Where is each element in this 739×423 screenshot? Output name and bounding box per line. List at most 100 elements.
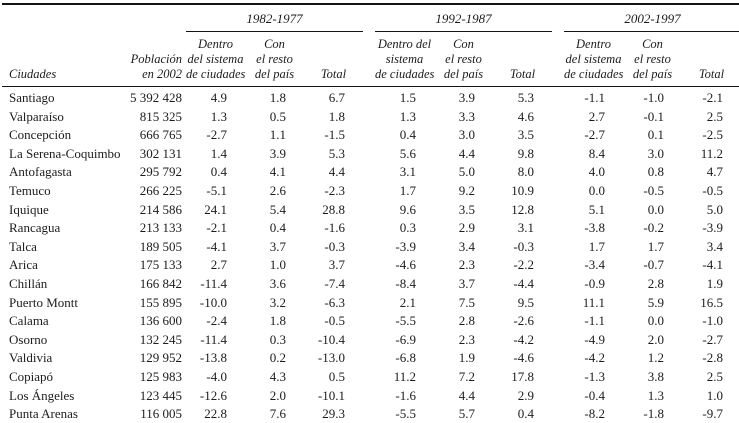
value-cell: -1.5 bbox=[324, 127, 345, 143]
value-cell: 4.4 bbox=[458, 387, 475, 403]
value-cell: -4.2 bbox=[513, 331, 534, 347]
value-cell: 3.6 bbox=[269, 275, 286, 291]
value-cell: 9.5 bbox=[517, 294, 534, 310]
city-cell: Antofagasta bbox=[9, 164, 72, 180]
value-cell: -2.6 bbox=[513, 313, 534, 329]
population-cell: 213 133 bbox=[139, 220, 182, 236]
group-gap bbox=[552, 31, 564, 87]
population-cell: 295 792 bbox=[139, 164, 182, 180]
table-header: 1982-1977 1992-1987 2002-1997 Ciudades P… bbox=[2, 4, 739, 87]
value-cell: 9.2 bbox=[458, 182, 475, 198]
value-cell: 11.2 bbox=[393, 368, 416, 384]
group-gap bbox=[363, 87, 375, 108]
value-cell: -4.9 bbox=[584, 331, 605, 347]
value-cell: -1.1 bbox=[584, 90, 605, 105]
value-cell: 5.3 bbox=[328, 145, 345, 161]
group-gap bbox=[552, 219, 564, 238]
table-row: Concepción 666 765 -2.7 1.1 -1.5 0.4 3.0 3.5 -2.… bbox=[2, 126, 739, 145]
value-cell: 11.1 bbox=[582, 294, 605, 310]
city-cell: Santiago bbox=[9, 90, 55, 105]
city-cell: Calama bbox=[9, 313, 49, 329]
value-cell: -0.4 bbox=[584, 387, 605, 403]
value-cell: 3.7 bbox=[458, 275, 475, 291]
table-row: Iquique 214 586 24.1 5.4 28.8 9.6 3.5 12.8 5.1 0.… bbox=[2, 201, 739, 220]
value-cell: 3.4 bbox=[458, 238, 475, 254]
value-cell: -3.9 bbox=[702, 220, 723, 236]
value-cell: -4.1 bbox=[702, 257, 723, 273]
population-cell: 166 842 bbox=[139, 275, 182, 291]
value-cell: 5.9 bbox=[647, 294, 664, 310]
value-cell: -0.3 bbox=[324, 238, 345, 254]
value-cell: -4.4 bbox=[513, 275, 534, 291]
population-cell: 175 133 bbox=[139, 257, 182, 273]
value-cell: 3.3 bbox=[458, 108, 475, 124]
value-cell: 2.3 bbox=[458, 331, 475, 347]
value-cell: 1.8 bbox=[328, 108, 345, 124]
city-cell: Valdivia bbox=[9, 350, 53, 366]
population-cell: 116 005 bbox=[120, 405, 186, 423]
value-cell: -0.9 bbox=[584, 275, 605, 291]
city-cell: Arica bbox=[9, 257, 38, 273]
value-cell: 7.6 bbox=[245, 405, 304, 423]
table-row: Temuco 266 225 -5.1 2.6 -2.3 1.7 9.2 10.9 0.0 -0.… bbox=[2, 182, 739, 201]
group-gap bbox=[552, 4, 564, 32]
value-cell: 7.2 bbox=[458, 368, 475, 384]
value-cell: 3.9 bbox=[269, 145, 286, 161]
group-gap bbox=[552, 294, 564, 313]
group-gap bbox=[552, 312, 564, 331]
value-cell: 3.1 bbox=[399, 164, 416, 180]
city-cell: Punta Arenas bbox=[2, 405, 120, 423]
value-cell: -2.1 bbox=[206, 220, 227, 236]
value-cell: 0.8 bbox=[647, 164, 664, 180]
value-cell: 10.9 bbox=[511, 182, 534, 198]
column-header-row: Ciudades Población en 2002 Dentro del si… bbox=[2, 31, 739, 87]
city-cell: Valparaíso bbox=[9, 108, 64, 124]
value-cell: 7.5 bbox=[458, 294, 475, 310]
value-cell: -11.4 bbox=[200, 275, 227, 291]
subcol-header-p1-total: Total bbox=[304, 31, 363, 87]
value-cell: 3.7 bbox=[269, 238, 286, 254]
value-cell: 4.3 bbox=[269, 368, 286, 384]
subcol-header-p3-rest-of-country: Con el resto del país bbox=[623, 31, 682, 87]
group-gap bbox=[363, 31, 375, 87]
table-row: Punta Arenas 116 005 22.8 7.6 29.3 -5.5 5.7 0.4… bbox=[2, 405, 739, 423]
value-cell: -1.3 bbox=[584, 368, 605, 384]
table-row: Antofagasta 295 792 0.4 4.1 4.4 3.1 5.0 8.0 4.0 0… bbox=[2, 163, 739, 182]
value-cell: 5.6 bbox=[399, 145, 416, 161]
table-row: Rancagua 213 133 -2.1 0.4 -1.6 0.3 2.9 3.1 -3.8 -… bbox=[2, 219, 739, 238]
group-gap bbox=[552, 182, 564, 201]
value-cell: 0.4 bbox=[210, 164, 227, 180]
city-cell: Rancagua bbox=[9, 220, 61, 236]
population-header-spacer bbox=[120, 4, 186, 32]
value-cell: -3.8 bbox=[584, 220, 605, 236]
group-gap bbox=[363, 163, 375, 182]
value-cell: 1.0 bbox=[706, 387, 723, 403]
table-row: Arica 175 133 2.7 1.0 3.7 -4.6 2.3 -2.2 -3.4 -0.7… bbox=[2, 256, 739, 275]
group-gap bbox=[363, 126, 375, 145]
population-cell: 5 392 428 bbox=[130, 90, 182, 105]
group-gap bbox=[363, 145, 375, 164]
subcol-header-p1-rest-of-country: Con el resto del país bbox=[245, 31, 304, 87]
value-cell: -2.1 bbox=[702, 90, 723, 105]
city-header-spacer bbox=[2, 4, 120, 32]
value-cell: 3.0 bbox=[647, 145, 664, 161]
value-cell: 11.2 bbox=[700, 145, 723, 161]
city-cell: Talca bbox=[9, 238, 37, 254]
group-gap bbox=[552, 368, 564, 387]
subcol-header-p2-within-system: Dentro del sistema de ciudades bbox=[375, 31, 434, 87]
group-gap bbox=[552, 201, 564, 220]
value-cell: 1.3 bbox=[399, 108, 416, 124]
table-row: Talca 189 505 -4.1 3.7 -0.3 -3.9 3.4 -0.3 1.7 1.7… bbox=[2, 238, 739, 257]
value-cell: -0.2 bbox=[643, 220, 664, 236]
value-cell: -0.3 bbox=[513, 238, 534, 254]
table-row: Valdivia 129 952 -13.8 0.2 -13.0 -6.8 1.9 -4.6 -… bbox=[2, 349, 739, 368]
group-gap bbox=[363, 331, 375, 350]
period-header-1982-1977: 1982-1977 bbox=[186, 4, 363, 32]
group-gap bbox=[552, 238, 564, 257]
value-cell: 4.7 bbox=[706, 164, 723, 180]
value-cell: 2.5 bbox=[706, 108, 723, 124]
value-cell: -2.3 bbox=[324, 182, 345, 198]
city-cell: Chillán bbox=[9, 275, 48, 291]
group-gap bbox=[363, 201, 375, 220]
value-cell: -3.9 bbox=[395, 238, 416, 254]
